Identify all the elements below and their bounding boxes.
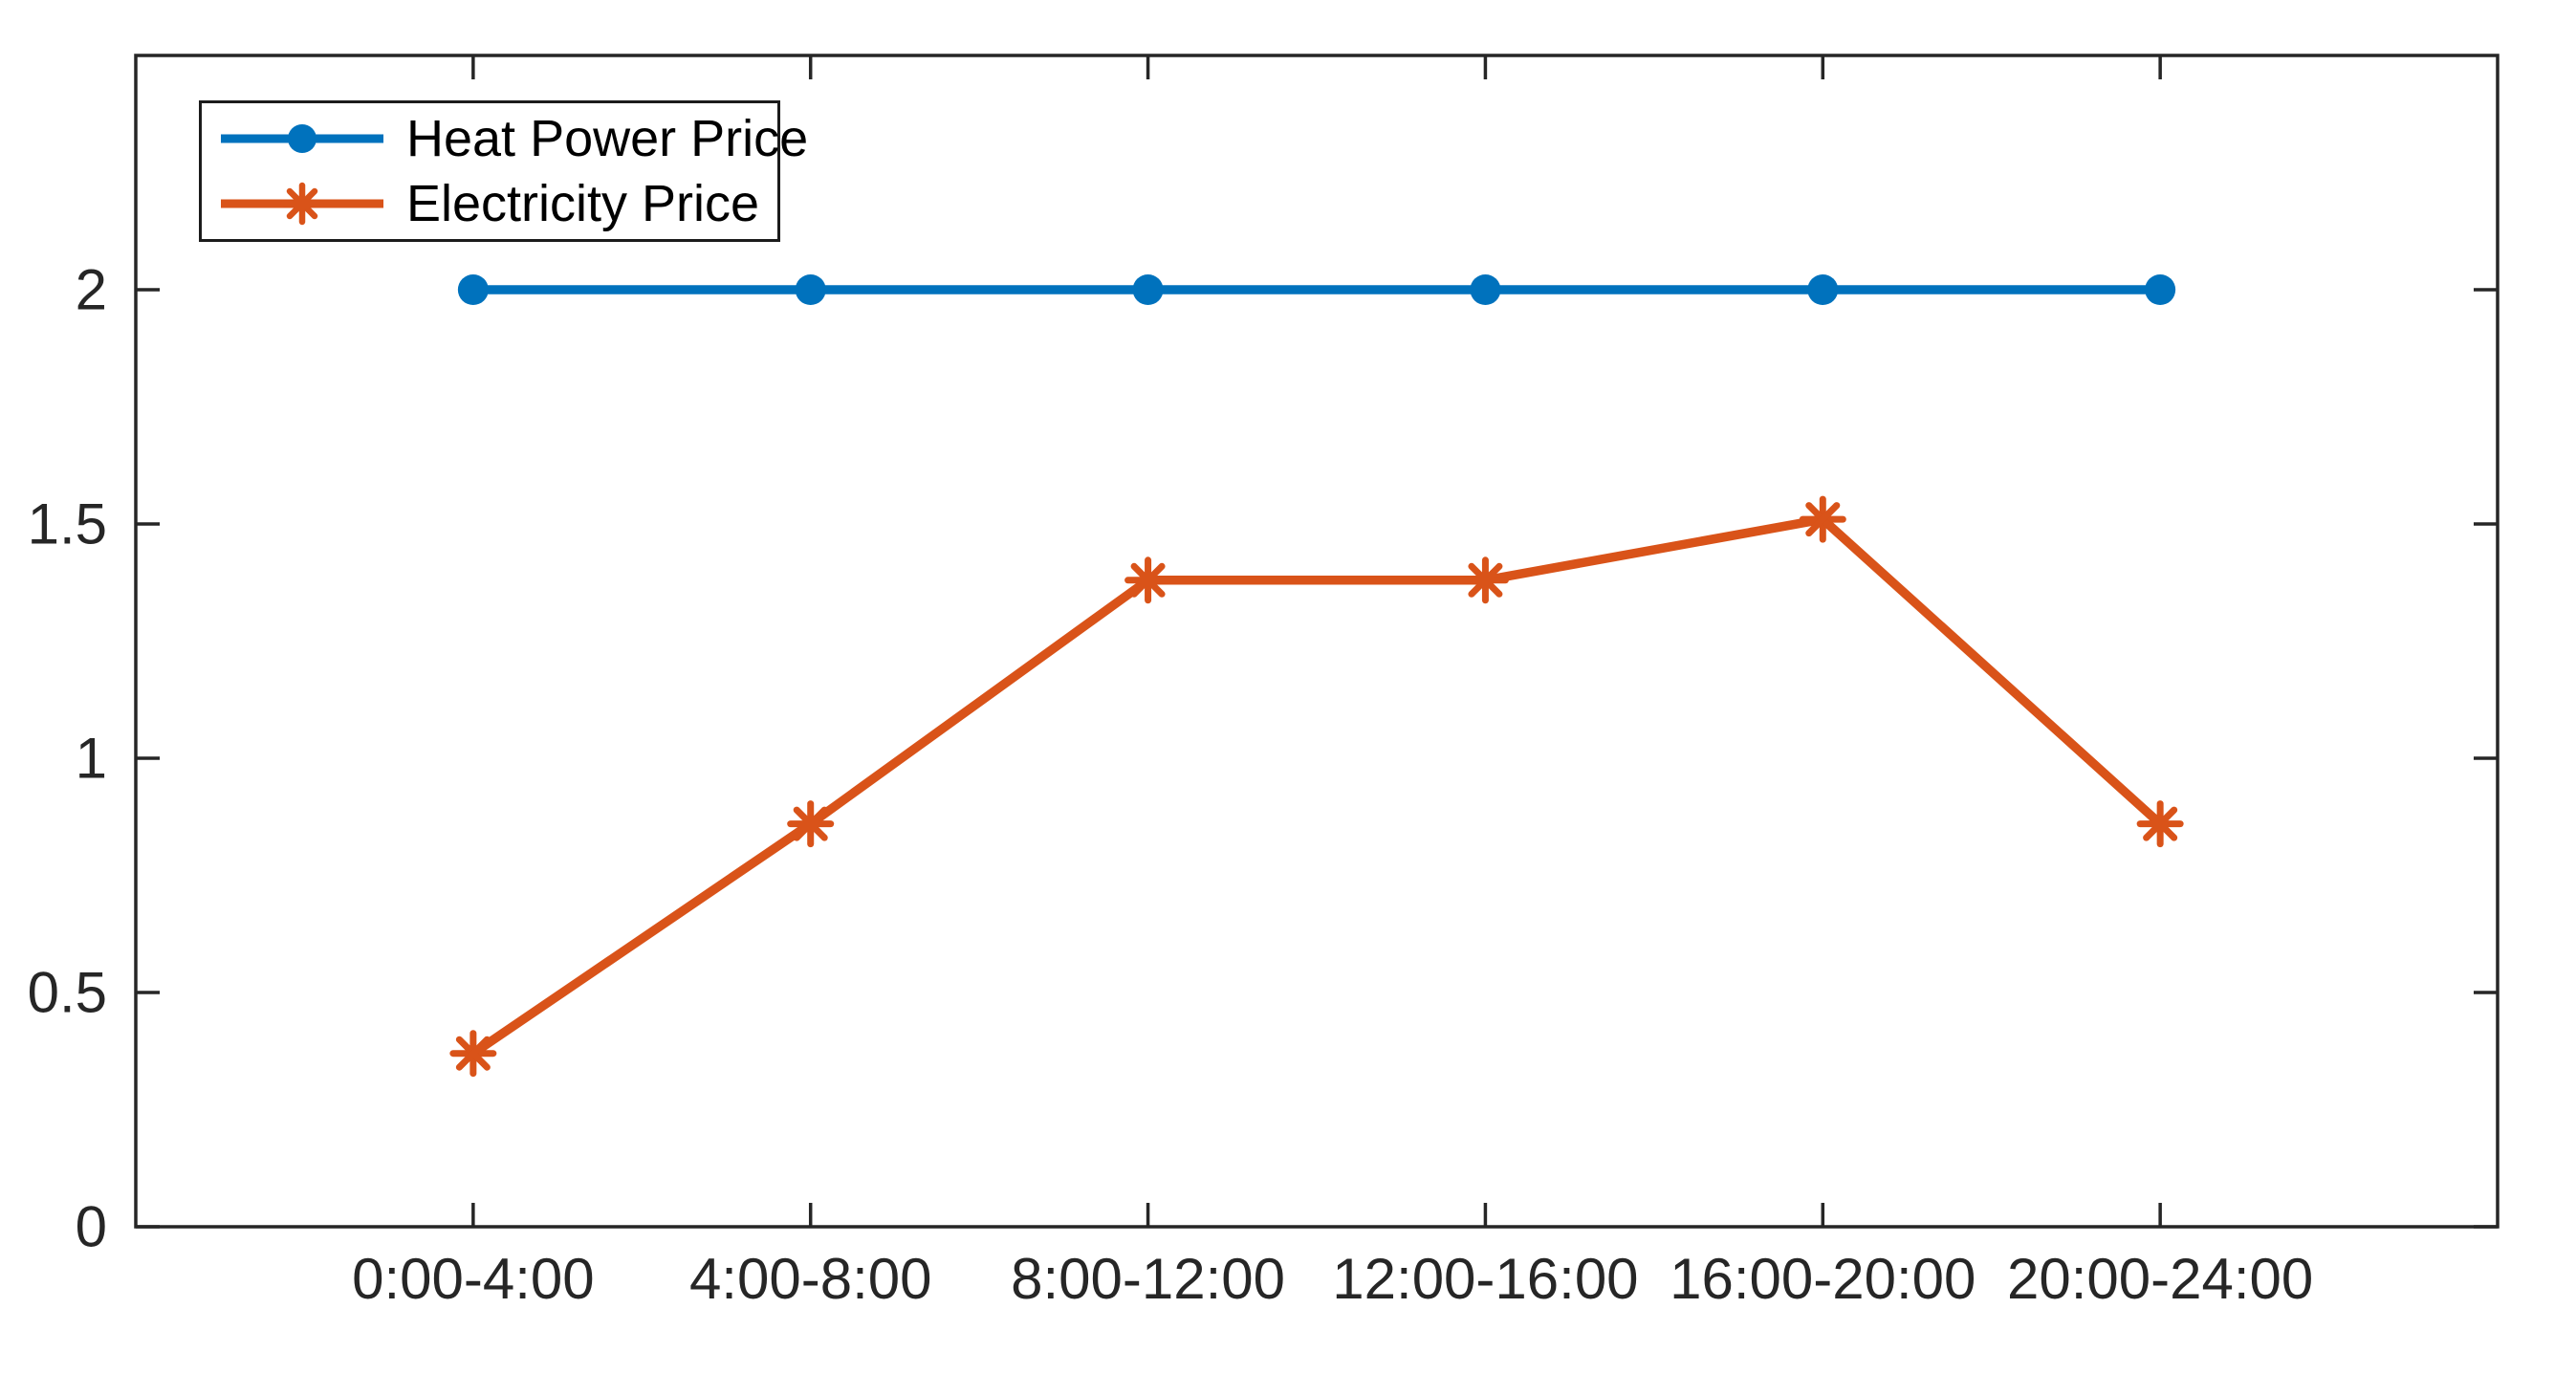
- x-tick-label: 20:00-24:00: [2007, 1247, 2313, 1311]
- y-tick-label: 1.5: [28, 492, 107, 556]
- asterisk-marker-icon: [280, 182, 324, 226]
- series-line-electricity-price: [470, 514, 2164, 1058]
- circle-marker-icon: [288, 124, 317, 153]
- circle-marker-icon: [2145, 274, 2176, 305]
- legend-label-heat-power-price: Heat Power Price: [406, 110, 809, 167]
- x-axis: 0:00-4:00 4:00-8:00 8:00-12:00 12:00-16:00 1…: [352, 55, 2313, 1311]
- y-tick-label: 0: [76, 1195, 107, 1259]
- x-tick-label: 16:00-20:00: [1670, 1247, 1976, 1311]
- x-tick-label: 4:00-8:00: [689, 1247, 932, 1311]
- y-axis: 0 0.5 1 1.5 2: [28, 258, 2498, 1259]
- circle-marker-icon: [795, 274, 826, 305]
- asterisk-marker-icon: [449, 1030, 497, 1078]
- series-electricity-price: [449, 495, 2184, 1078]
- asterisk-marker-icon: [1124, 556, 1172, 604]
- legend-item-heat-power-price: Heat Power Price: [202, 109, 808, 168]
- legend-label-electricity-price: Electricity Price: [406, 175, 760, 232]
- legend-item-electricity-price: Electricity Price: [202, 174, 777, 233]
- x-tick-label: 12:00-16:00: [1332, 1247, 1638, 1311]
- legend-sample-line-asterisk-icon: [221, 182, 383, 226]
- legend: Heat Power Price Electricity Price: [199, 100, 808, 242]
- circle-marker-icon: [1132, 274, 1164, 305]
- circle-marker-icon: [1470, 274, 1501, 305]
- y-tick-label: 1: [76, 727, 107, 791]
- legend-sample-line-circle-icon: [221, 124, 383, 153]
- series-heat-power-price: [457, 274, 2176, 305]
- circle-marker-icon: [457, 274, 489, 305]
- y-tick-label: 0.5: [28, 961, 107, 1025]
- x-tick-label: 8:00-12:00: [1011, 1247, 1285, 1311]
- asterisk-marker-icon: [1461, 556, 1509, 604]
- asterisk-marker-icon: [787, 800, 835, 848]
- plot-box: [134, 54, 2500, 1229]
- y-tick-label: 2: [76, 258, 107, 322]
- circle-marker-icon: [1807, 274, 1839, 305]
- x-tick-label: 0:00-4:00: [352, 1247, 595, 1311]
- asterisk-marker-icon: [2136, 800, 2184, 848]
- asterisk-marker-icon: [1799, 495, 1846, 543]
